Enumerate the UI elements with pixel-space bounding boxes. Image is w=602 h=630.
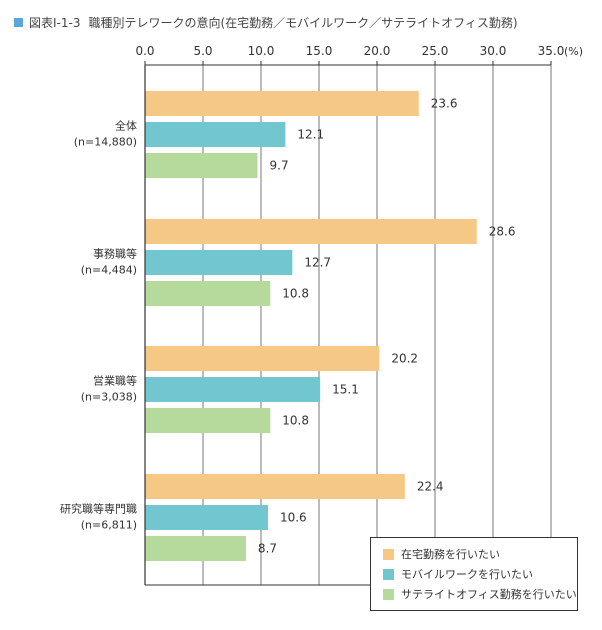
legend-item-mobile: モバイルワークを行いたい — [383, 564, 577, 584]
x-axis-unit: (%) — [564, 45, 583, 58]
bar-research-home — [145, 474, 405, 499]
bar-sales-mobile — [145, 377, 321, 402]
category-label-sales: 営業職等 — [93, 374, 137, 388]
bar-clerical-mobile — [145, 250, 293, 275]
x-tick-label: 0.0 — [135, 44, 154, 58]
x-tick-label: 5.0 — [193, 44, 212, 58]
bar-sales-home — [145, 346, 380, 371]
category-n-clerical: (n=4,484) — [81, 264, 137, 277]
data-label-research-satellite: 8.7 — [258, 542, 277, 556]
x-tick-label: 25.0 — [422, 44, 449, 58]
x-tick-label: 10.0 — [248, 44, 275, 58]
data-label-sales-mobile: 15.1 — [332, 383, 359, 397]
x-tick-label: 20.0 — [364, 44, 391, 58]
x-tick-label: 35.0 — [538, 44, 565, 58]
bar-all-mobile — [145, 122, 286, 147]
category-label-research: 研究職等専門職 — [60, 502, 137, 516]
data-label-all-home: 23.6 — [431, 97, 458, 111]
legend-item-satellite: サテライトオフィス勤務を行いたい — [383, 584, 577, 604]
chart-legend: 在宅勤務を行いたい モバイルワークを行いたい サテライトオフィス勤務を行いたい — [370, 537, 578, 611]
legend-item-home: 在宅勤務を行いたい — [383, 544, 577, 564]
bar-research-satellite — [145, 536, 246, 561]
legend-swatch-home — [383, 548, 394, 560]
x-tick-label: 15.0 — [306, 44, 333, 58]
figure-number: 図表Ⅰ-1-3 — [29, 16, 81, 30]
figure-title: 図表Ⅰ-1-3 職種別テレワークの意向(在宅勤務／モバイルワーク／サテライトオフ… — [14, 14, 518, 31]
data-label-all-mobile: 12.1 — [297, 128, 324, 142]
category-label-clerical: 事務職等 — [93, 247, 137, 261]
bar-all-home — [145, 91, 419, 116]
bar-research-mobile — [145, 505, 268, 530]
legend-label-mobile: モバイルワークを行いたい — [401, 568, 533, 581]
bar-all-satellite — [145, 153, 258, 178]
data-label-research-mobile: 10.6 — [280, 511, 307, 525]
title-marker-square — [14, 18, 23, 27]
data-label-clerical-satellite: 10.8 — [282, 287, 309, 301]
data-label-all-satellite: 9.7 — [270, 159, 289, 173]
bar-clerical-home — [145, 219, 477, 244]
data-label-research-home: 22.4 — [417, 480, 444, 494]
data-label-clerical-mobile: 12.7 — [304, 256, 331, 270]
legend-swatch-satellite — [383, 588, 394, 600]
legend-swatch-mobile — [383, 568, 394, 580]
data-label-sales-home: 20.2 — [391, 352, 418, 366]
data-label-clerical-home: 28.6 — [489, 225, 516, 239]
legend-label-satellite: サテライトオフィス勤務を行いたい — [401, 588, 577, 601]
bar-clerical-satellite — [145, 281, 271, 306]
category-n-all: (n=14,880) — [74, 136, 137, 149]
data-label-sales-satellite: 10.8 — [282, 414, 309, 428]
x-tick-label: 30.0 — [480, 44, 507, 58]
legend-label-home: 在宅勤務を行いたい — [401, 548, 500, 561]
category-n-research: (n=6,811) — [81, 519, 137, 532]
bar-sales-satellite — [145, 408, 271, 433]
figure-title-text: 職種別テレワークの意向(在宅勤務／モバイルワーク／サテライトオフィス勤務) — [88, 16, 518, 30]
category-label-all: 全体 — [115, 119, 137, 133]
category-n-sales: (n=3,038) — [81, 391, 137, 404]
